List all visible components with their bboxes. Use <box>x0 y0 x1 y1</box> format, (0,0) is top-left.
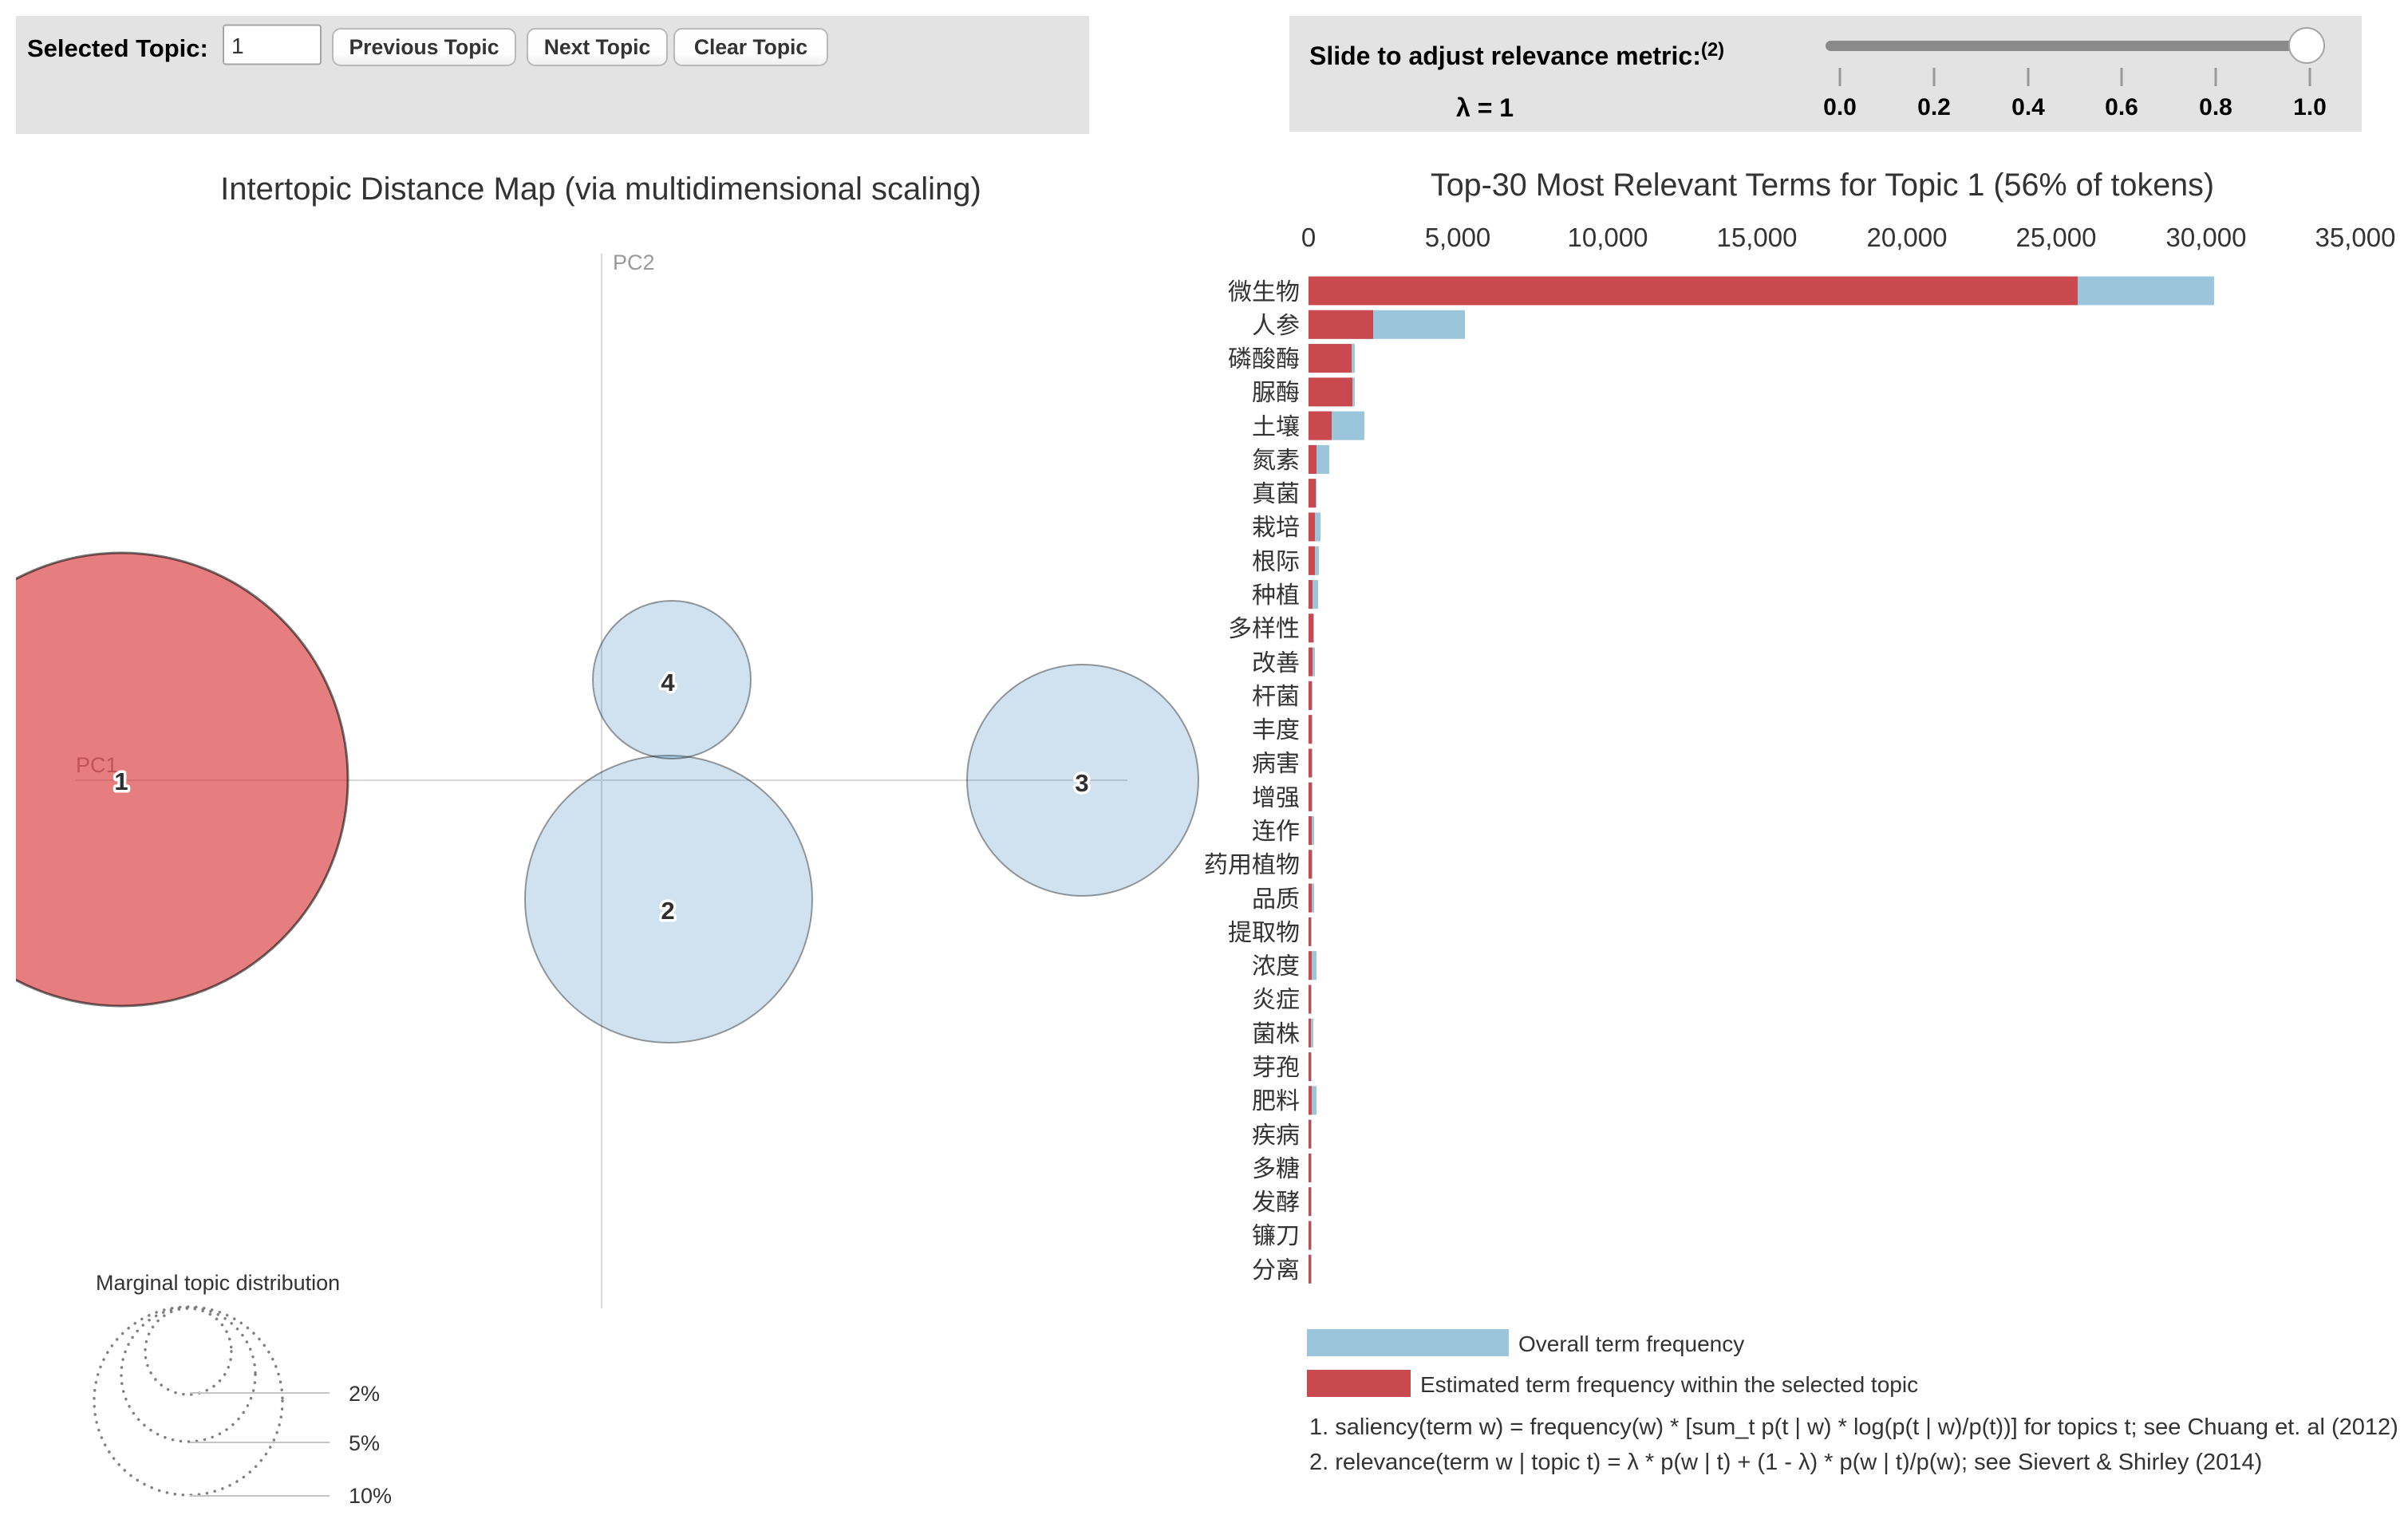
svg-text:Clear Topic: Clear Topic <box>694 35 807 59</box>
svg-text:2%: 2% <box>349 1382 380 1406</box>
svg-text:2: 2 <box>661 897 674 925</box>
svg-text:0: 0 <box>1301 223 1316 252</box>
svg-text:10%: 10% <box>349 1484 392 1508</box>
svg-text:Marginal topic distribution: Marginal topic distribution <box>96 1271 340 1295</box>
svg-text:Next Topic: Next Topic <box>544 35 651 59</box>
svg-text:5,000: 5,000 <box>1425 223 1491 252</box>
svg-text:Previous Topic: Previous Topic <box>349 35 499 59</box>
svg-text:λ = 1: λ = 1 <box>1456 93 1514 122</box>
svg-text:4: 4 <box>661 669 675 696</box>
svg-text:0.6: 0.6 <box>2105 94 2138 120</box>
svg-text:Slide to adjust relevance metr: Slide to adjust relevance metric:(2) <box>1309 39 1724 70</box>
svg-text:1: 1 <box>231 34 244 58</box>
svg-text:0.8: 0.8 <box>2199 94 2232 120</box>
svg-text:30,000: 30,000 <box>2166 223 2247 252</box>
svg-text:15,000: 15,000 <box>1717 223 1798 252</box>
svg-text:3: 3 <box>1075 769 1088 797</box>
svg-text:1. saliency(term w) = frequenc: 1. saliency(term w) = frequency(w) * [su… <box>1309 1414 2398 1440</box>
svg-text:0.2: 0.2 <box>1917 94 1951 120</box>
svg-text:35,000: 35,000 <box>2315 223 2396 252</box>
svg-text:10,000: 10,000 <box>1568 223 1648 252</box>
svg-text:PC2: PC2 <box>613 251 655 274</box>
svg-text:Top-30 Most Relevant Terms for: Top-30 Most Relevant Terms for Topic 1 (… <box>1431 168 2214 203</box>
svg-text:Estimated term frequency withi: Estimated term frequency within the sele… <box>1420 1372 1918 1397</box>
svg-text:20,000: 20,000 <box>1867 223 1948 252</box>
svg-text:Overall term frequency: Overall term frequency <box>1518 1332 1744 1356</box>
svg-text:Intertopic Distance Map (via m: Intertopic Distance Map (via multidimens… <box>220 172 981 207</box>
svg-text:Selected Topic:: Selected Topic: <box>27 34 208 62</box>
svg-text:1: 1 <box>114 767 128 795</box>
svg-text:0.0: 0.0 <box>1823 94 1857 120</box>
svg-text:2. relevance(term w | topic t): 2. relevance(term w | topic t) = λ * p(w… <box>1309 1450 2262 1475</box>
svg-text:1.0: 1.0 <box>2293 94 2327 120</box>
svg-text:0.4: 0.4 <box>2011 94 2045 120</box>
svg-text:5%: 5% <box>349 1431 380 1455</box>
svg-text:25,000: 25,000 <box>2016 223 2097 252</box>
